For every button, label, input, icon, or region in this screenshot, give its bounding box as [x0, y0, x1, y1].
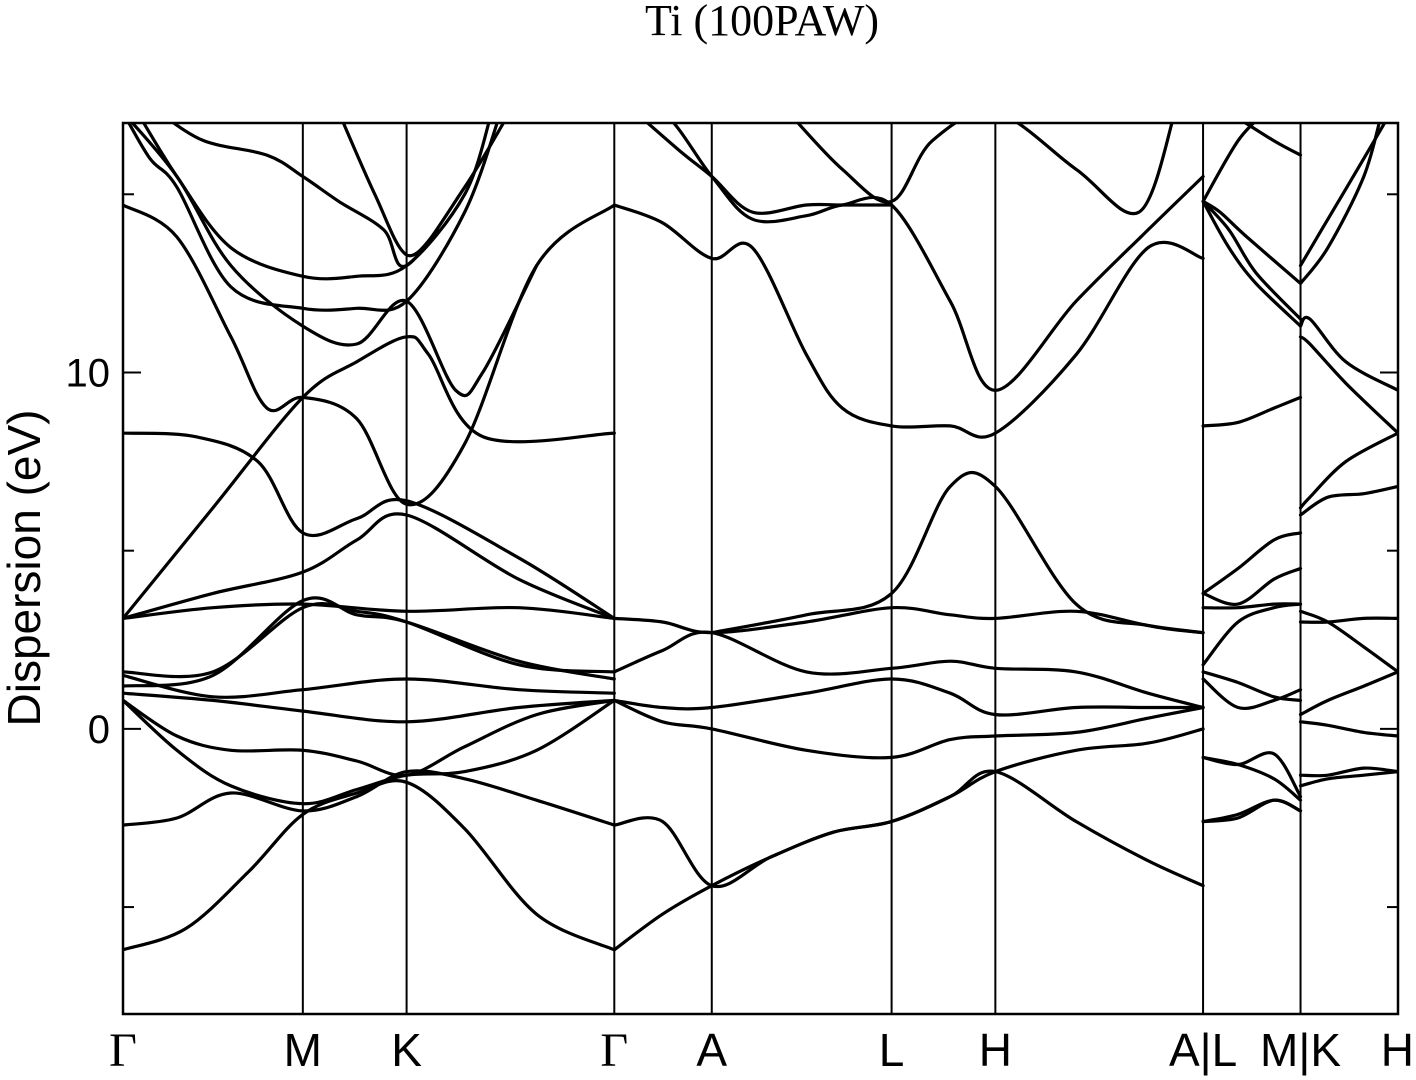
band-line-7 — [123, 602, 616, 679]
band-line-27 — [645, 123, 894, 215]
band-line-47 — [1298, 720, 1398, 738]
band-line-42 — [1201, 199, 1303, 285]
band-line-28 — [795, 123, 1174, 216]
band-line-21 — [612, 677, 1205, 717]
band-line-37 — [1201, 566, 1303, 606]
band-line-39 — [1201, 395, 1303, 428]
plot-frame — [121, 121, 1400, 1016]
band-line-24 — [710, 470, 1205, 635]
band-line-40 — [1201, 199, 1303, 328]
band-line-45 — [1298, 766, 1398, 778]
kpoint-labels: Γ M K Γ A L H A|L M|K H — [109, 1024, 1414, 1077]
kpoint-label-9: H — [1381, 1024, 1414, 1076]
band-line-34 — [1201, 670, 1303, 702]
y-tick-label-10: 10 — [66, 351, 111, 395]
band-line-50 — [1298, 609, 1398, 674]
band-line-26 — [671, 123, 1205, 392]
band-line-30 — [1201, 798, 1303, 824]
band-line-15 — [141, 123, 491, 281]
kpoint-label-5: L — [879, 1024, 905, 1076]
y-axis-label: Dispersion (eV) — [0, 410, 50, 727]
band-line-0 — [123, 779, 616, 952]
band-line-46 — [1298, 770, 1398, 788]
chart-title: Ti (100PAW) — [645, 0, 879, 45]
band-line-8 — [123, 602, 616, 620]
band-line-43 — [1201, 123, 1256, 203]
band-line-51 — [1298, 484, 1398, 517]
y-ticks: 0 10 — [66, 193, 1398, 909]
band-line-13 — [130, 123, 539, 398]
band-line-48 — [1298, 670, 1398, 717]
kpoint-label-6: H — [979, 1024, 1012, 1076]
band-line-10 — [123, 431, 616, 620]
band-line-23 — [612, 605, 1205, 635]
band-line-17 — [341, 123, 440, 258]
band-line-36 — [1201, 602, 1303, 610]
band-line-1 — [123, 769, 616, 827]
band-line-25 — [612, 203, 1205, 439]
band-line-38 — [1201, 531, 1303, 595]
band-line-33 — [1201, 677, 1303, 710]
band-line-44 — [1242, 123, 1303, 157]
kpoint-label-8: M|K — [1260, 1024, 1341, 1076]
kpoint-label-0: Γ — [109, 1024, 137, 1077]
kpoint-label-2: K — [391, 1024, 422, 1076]
band-line-18 — [612, 769, 1205, 952]
band-line-11 — [123, 334, 616, 620]
kpoint-label-3: Γ — [600, 1024, 628, 1077]
band-line-35 — [1201, 602, 1303, 667]
band-line-20 — [612, 698, 1205, 760]
kpoint-label-4: A — [696, 1024, 727, 1076]
band-line-32 — [1201, 755, 1303, 802]
band-line-5 — [123, 673, 616, 699]
band-line-52 — [1298, 431, 1398, 510]
band-line-53 — [1298, 335, 1398, 435]
band-line-9 — [123, 512, 616, 620]
band-line-22 — [612, 630, 1205, 710]
band-line-16 — [171, 123, 506, 269]
band-line-49 — [1298, 616, 1398, 624]
band-line-54 — [1298, 315, 1398, 392]
band-line-6 — [123, 596, 616, 688]
band-line-14 — [127, 123, 499, 312]
band-line-56 — [1298, 123, 1387, 268]
kpoint-label-1: M — [284, 1024, 322, 1076]
band-line-41 — [1201, 199, 1303, 321]
band-line-4 — [123, 691, 616, 724]
band-line-3 — [123, 698, 616, 778]
kpoint-label-7: A|L — [1169, 1024, 1237, 1076]
bands-group — [123, 123, 1398, 952]
band-line-2 — [123, 698, 616, 806]
y-tick-label-0: 0 — [88, 708, 110, 752]
kpoint-lines — [301, 123, 1302, 1014]
